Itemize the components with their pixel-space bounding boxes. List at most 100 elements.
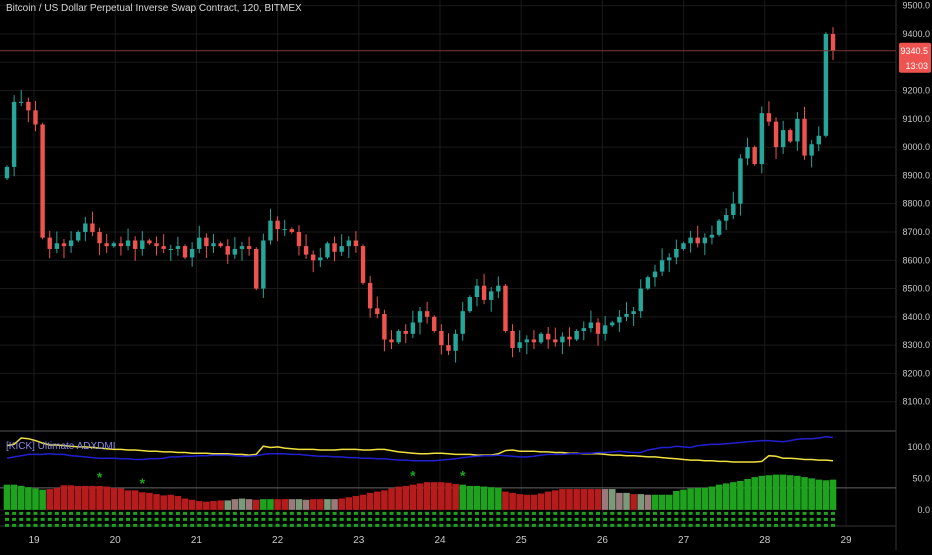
candle-body [496,285,501,292]
candle-body [282,229,287,231]
candle-body [90,223,95,232]
candle-body [268,220,273,241]
indicator-line [6,436,834,462]
signal-dot [161,511,166,515]
star-mark: * [97,469,103,485]
signal-dot [482,511,487,515]
signal-dot [660,523,665,527]
candle-body [574,330,579,340]
histogram-bar [374,491,381,510]
signal-dot [40,511,45,515]
signal-dot [332,523,337,527]
signal-dot [823,523,828,527]
signal-dot [247,511,252,515]
signal-dot [289,517,294,521]
candle-body [588,322,594,329]
candle-body [595,322,601,334]
signal-dot [368,523,373,527]
histogram-bar [559,489,566,510]
histogram-bar [665,494,673,510]
histogram-bar [758,475,766,510]
star-mark: * [410,468,416,484]
signal-dot [19,523,24,527]
histogram-bar [181,498,189,510]
signal-dot [254,511,259,515]
signal-dot [289,523,294,527]
candle-body [531,339,537,343]
price-badge-time: 13:03 [905,61,928,71]
signal-dot [104,517,109,521]
candle-body [610,322,615,326]
candle-body [4,166,10,179]
signal-dot [603,511,608,515]
candle-body [189,248,195,258]
candle-body [510,330,515,348]
signal-dot [781,523,786,527]
candle-body [538,333,544,343]
candle-body [638,288,643,312]
histogram-bar [516,494,523,510]
candle-body [439,330,444,346]
histogram-bar [815,479,823,510]
histogram-bar [82,485,89,510]
signal-dot [410,523,415,527]
histogram-bar [644,494,652,510]
candle-body [339,246,344,252]
signal-dot [204,517,209,521]
signal-dot [674,523,679,527]
signal-dot [5,517,9,521]
signal-dot [745,523,750,527]
signal-dot [225,511,230,515]
signal-dot [361,517,366,521]
signal-dot [503,511,508,515]
candle-body [631,311,636,315]
signal-dot [69,523,74,527]
signal-dot [47,523,52,527]
signal-dot [47,517,52,521]
signal-dot [232,517,237,521]
candle-body [61,243,67,247]
signal-dot [574,523,579,527]
signal-dot [140,523,145,527]
signal-dot [69,517,74,521]
candle-body [667,257,672,261]
signal-dot [183,523,188,527]
signal-dot [353,517,358,521]
signal-dot [724,523,729,527]
histogram-bar [67,485,75,510]
candle-body [161,246,166,249]
indicator-y-tick-label: 50.0 [912,473,930,483]
signal-dot [766,517,771,521]
histogram-bar [260,499,267,510]
signal-dot [766,511,771,515]
signal-dot [69,511,74,515]
x-tick-label: 24 [434,535,446,546]
candle-body [695,237,700,244]
signal-dot [111,511,116,515]
signal-dot [296,517,301,521]
signal-dot [453,523,458,527]
signal-dot [410,517,415,521]
signal-dot [396,523,401,527]
signal-dot [581,511,586,515]
signal-dot [154,517,159,521]
signal-dot [816,523,821,527]
candle-body [261,240,266,289]
signal-dot [197,511,202,515]
candle-body [481,285,487,300]
candle-body [716,220,722,235]
signal-dot [524,523,529,527]
signal-dot [318,517,323,521]
signal-dot [197,523,202,527]
candle-body [467,297,473,312]
histogram-bar [423,482,431,510]
signal-dot [90,523,95,527]
candle-body [446,345,451,351]
signal-dot [738,523,743,527]
signal-dot [474,517,479,521]
signal-dot [759,523,764,527]
candle-body [182,246,188,258]
signal-dot [638,523,643,527]
histogram-bar [544,491,552,510]
